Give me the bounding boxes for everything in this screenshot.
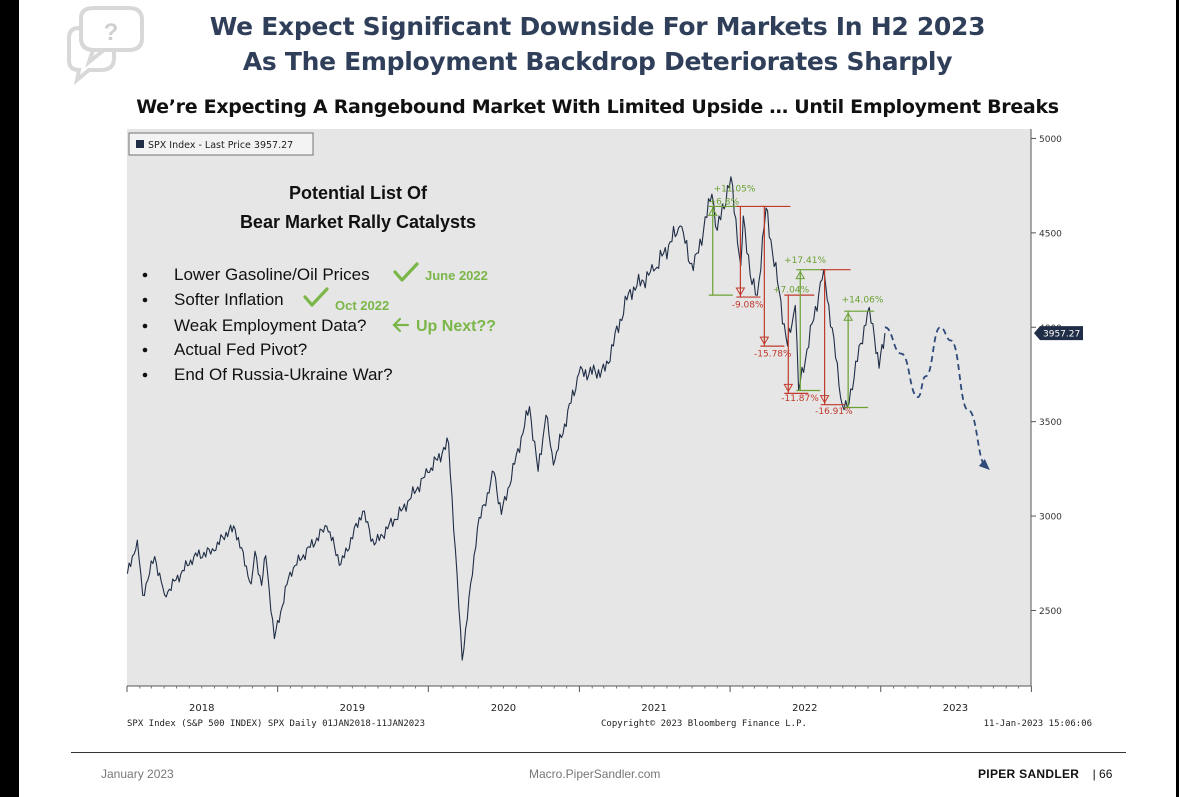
legend-box <box>128 132 314 156</box>
catalyst-item: Actual Fed Pivot? <box>174 340 307 359</box>
x-tick-label: 2023 <box>943 703 968 714</box>
left-arrow-icon <box>392 317 410 333</box>
chart-source-timestamp: 11-Jan-2023 15:06:06 <box>984 719 1092 729</box>
catalyst-item: Weak Employment Data? <box>174 316 366 335</box>
y-tick-label: 4500 <box>1039 229 1062 239</box>
page-title-line-2: As The Employment Backdrop Deteriorates … <box>242 47 953 76</box>
chart: ?250030003500400045005000201820192020202… <box>67 6 1092 729</box>
question-speech-bubble-icon: ? <box>67 6 144 86</box>
x-tick-label: 2022 <box>792 703 817 714</box>
catalyst-note: Up Next?? <box>416 318 496 335</box>
bubble-outline-back <box>67 26 116 86</box>
callout-title-line-1: Potential List Of <box>289 183 428 203</box>
catalyst-note: Oct 2022 <box>335 298 389 313</box>
question-mark: ? <box>104 19 119 46</box>
catalyst-item: Lower Gasoline/Oil Prices <box>174 265 370 284</box>
annotation-label: +6.8% <box>709 198 740 208</box>
catalyst-note: June 2022 <box>425 268 488 283</box>
slide: ?250030003500400045005000201820192020202… <box>19 0 1176 797</box>
catalyst-bullet <box>142 347 148 353</box>
footer-url: Macro.PiperSandler.com <box>529 767 661 781</box>
annotation-label: -9.08% <box>732 300 764 310</box>
catalyst-bullet <box>142 372 148 378</box>
catalyst-item: End Of Russia-Ukraine War? <box>174 365 393 384</box>
legend-label: SPX Index - Last Price 3957.27 <box>148 140 293 151</box>
y-tick-label: 3000 <box>1039 513 1062 523</box>
check-mark-icon <box>393 262 419 282</box>
page-title-line-1: We Expect Significant Downside For Marke… <box>209 12 986 41</box>
annotation-label: -15.78% <box>754 350 792 360</box>
catalyst-item: Softer Inflation <box>174 290 284 309</box>
catalyst-bullet <box>142 272 148 278</box>
annotation-label: +14.06% <box>842 296 884 306</box>
last-price-tag <box>1034 326 1083 341</box>
check-mark-icon <box>303 287 329 307</box>
annotation-label: +17.41% <box>784 256 826 266</box>
legend-swatch <box>136 140 144 148</box>
projection-arrowhead <box>978 458 990 470</box>
projection-dashed-line <box>884 326 988 468</box>
drawdown-marker-3-triangle <box>783 383 794 393</box>
annotation-label: -11.87% <box>781 394 819 404</box>
spx-price-line <box>126 176 886 661</box>
x-tick-label: 2021 <box>641 703 666 714</box>
x-tick-label: 2019 <box>340 703 365 714</box>
catalyst-bullet <box>142 323 148 329</box>
catalyst-bullet <box>142 297 148 303</box>
rally-marker-3-triangle <box>843 312 853 321</box>
drawdown-marker-1-triangle <box>735 287 746 297</box>
drawdown-marker-4-triangle <box>819 395 830 404</box>
last-price-label: 3957.27 <box>1043 330 1080 340</box>
footer-date: January 2023 <box>101 767 174 781</box>
y-tick-label: 3500 <box>1039 418 1062 428</box>
annotation-label: -16.91% <box>815 407 853 417</box>
chart-subtitle: We’re Expecting A Rangebound Market With… <box>136 96 1059 118</box>
drawdown-marker-2-triangle <box>759 336 770 346</box>
footer-brand-block: PIPER SANDLER | 66 <box>978 767 1112 781</box>
x-tick-label: 2020 <box>491 703 516 714</box>
footer-divider <box>71 752 1126 753</box>
chart-source-left: SPX Index (S&P 500 INDEX) SPX Daily 01JA… <box>127 719 425 729</box>
plot-area <box>127 129 1031 686</box>
annotation-label: +11.05% <box>714 184 756 194</box>
annotation-label: +7.04% <box>773 285 810 295</box>
chart-source-copyright: Copyright© 2023 Bloomberg Finance L.P. <box>601 719 807 729</box>
x-tick-label: 2018 <box>189 703 214 714</box>
footer-brand: PIPER SANDLER <box>978 767 1080 781</box>
y-tick-label: 2500 <box>1039 607 1062 617</box>
footer-page-number: | 66 <box>1092 767 1113 781</box>
rally-marker-1-triangle <box>707 207 718 216</box>
callout-title-line-2: Bear Market Rally Catalysts <box>240 212 476 232</box>
y-tick-label: 5000 <box>1039 135 1062 145</box>
rally-marker-2-triangle <box>795 270 806 280</box>
